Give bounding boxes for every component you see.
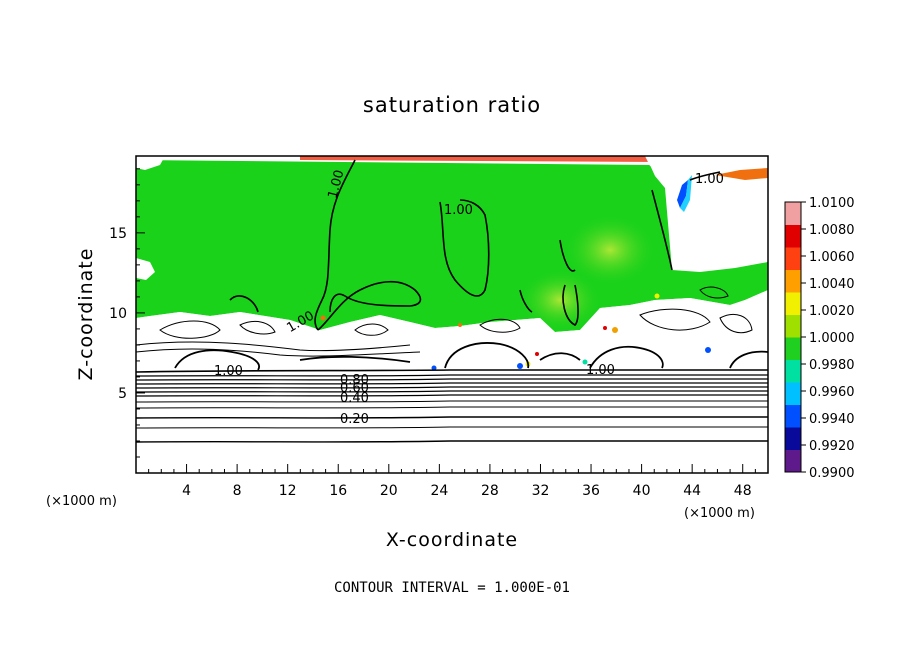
x-tick-label: 40 (633, 483, 651, 499)
x-tick-label: 44 (683, 483, 701, 499)
colorbar-swatch (785, 427, 801, 450)
field-speckle (517, 363, 523, 369)
x-tick-label: 12 (279, 483, 297, 499)
x-tick-label: 24 (430, 483, 448, 499)
contour-interval-note: CONTOUR INTERVAL = 1.000E-01 (334, 580, 570, 596)
colorbar-label: 0.9920 (809, 439, 855, 454)
colorbar: 1.0100 1.0080 1.0060 1.0040 1.0020 1.0000 0.99… (784, 196, 855, 481)
contour-label: 0.60 (340, 381, 369, 396)
x-unit-label-right: (×1000 m) (684, 506, 755, 521)
contour-label: 0.40 (340, 391, 369, 406)
x-tick-label: 28 (481, 483, 499, 499)
contour-label: 1.00 (325, 168, 347, 200)
x-tick-label: 48 (734, 483, 752, 499)
y-tick-label: 5 (118, 386, 127, 402)
field-top-orange (715, 168, 768, 180)
colorbar-swatch (785, 269, 801, 293)
field-speckle (603, 326, 607, 330)
contour-label: 1.00 (214, 364, 243, 379)
field-speckle (705, 347, 711, 353)
contour-label: 1.00 (444, 203, 473, 218)
x-tick-label: 16 (329, 483, 347, 499)
field-speckle (535, 352, 539, 356)
x-tick-label: 4 (182, 483, 191, 499)
x-tick-label: 20 (380, 483, 398, 499)
colorbar-swatch (785, 202, 801, 225)
colorbar-label: 1.0080 (809, 223, 855, 238)
field-speckle (458, 323, 462, 327)
field-top-white (645, 156, 768, 180)
colorbar-swatch (785, 314, 801, 338)
colorbar-swatch (785, 337, 801, 360)
field-speckle (612, 327, 618, 333)
field-green-region (136, 160, 768, 332)
colorbar-label: 0.9980 (809, 358, 855, 373)
field-cyan-spike (680, 175, 692, 212)
colorbar-swatch (785, 247, 801, 270)
field-blue-spike (677, 180, 688, 208)
colorbar-swatch (785, 224, 801, 248)
colorbar-swatch (785, 359, 801, 383)
field-topleft-white (136, 156, 165, 170)
x-tick-label: 8 (233, 483, 242, 499)
contour-lines-lower (136, 368, 768, 443)
colorbar-swatch (785, 404, 801, 428)
field-left-white (136, 258, 155, 280)
colorbar-label: 1.0000 (809, 331, 855, 346)
contour-mounds (174, 342, 768, 371)
field-cloud-white (136, 290, 768, 372)
contour-lines-cloud (136, 286, 753, 357)
y-tick-label: 10 (109, 306, 127, 322)
x-tick-label: 32 (532, 483, 550, 499)
chart-title: saturation ratio (363, 93, 541, 117)
x-tick-label: 36 (582, 483, 600, 499)
field-glow (565, 215, 655, 285)
colorbar-label: 0.9940 (809, 412, 855, 427)
colorbar-label: 1.0060 (809, 250, 855, 265)
field-speckle (582, 359, 588, 365)
field-top-red-strip (300, 156, 660, 162)
field-speckle (320, 315, 326, 321)
colorbar-swatch (785, 449, 801, 473)
colorbar-label: 0.9900 (809, 466, 855, 481)
field-speckle (431, 365, 437, 371)
contour-label: 0.20 (340, 412, 369, 427)
x-unit-label-left: (×1000 m) (46, 494, 117, 509)
contour-labels: 1.00 1.00 1.00 1.00 1.00 1.00 0.80 0.60 … (214, 168, 724, 427)
y-axis: 5 10 15 (109, 168, 145, 458)
contour-lines-upper (229, 159, 721, 331)
field-glow (520, 270, 600, 330)
field-speckle (654, 293, 660, 299)
x-axis-label: X-coordinate (386, 529, 518, 551)
colorbar-label: 1.0100 (809, 196, 855, 211)
y-tick-label: 15 (109, 226, 127, 242)
colorbar-label: 1.0040 (809, 277, 855, 292)
contour-label: 1.00 (695, 172, 724, 187)
contour-label: 1.00 (586, 363, 615, 378)
colorbar-label: 1.0020 (809, 304, 855, 319)
y-axis-label: Z-coordinate (75, 248, 97, 381)
colorbar-swatch (785, 382, 801, 405)
plot-area: 1.00 1.00 1.00 1.00 1.00 1.00 0.80 0.60 … (136, 156, 768, 473)
x-axis: 4 8 12 16 20 24 28 32 36 40 44 48 (148, 464, 756, 499)
colorbar-label: 0.9960 (809, 385, 855, 400)
contour-label: 0.80 (340, 373, 369, 388)
colorbar-swatch (785, 292, 801, 315)
